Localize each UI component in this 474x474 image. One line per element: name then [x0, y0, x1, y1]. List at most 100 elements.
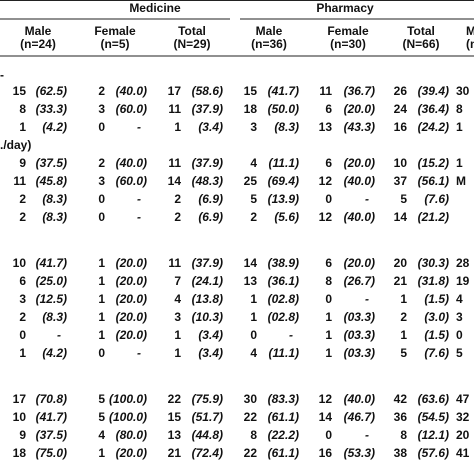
cell-count: 1: [98, 256, 105, 270]
cell-count: 22: [244, 410, 258, 424]
group-header: Pharmacy: [316, 1, 374, 15]
cell-percent: (1.5): [424, 328, 449, 342]
cell-percent: (37.9): [192, 102, 223, 116]
cell-count: 1: [174, 120, 181, 134]
cell-count: 37: [394, 174, 408, 188]
cell-percent: -: [137, 210, 141, 224]
column-header: Male: [256, 24, 283, 38]
cell-count: 11: [168, 256, 181, 270]
cell-percent: (20.0): [116, 328, 147, 342]
cell-percent: (33.3): [36, 102, 67, 116]
cell-count: 1: [400, 328, 407, 342]
column-header: Female: [327, 24, 369, 38]
cell-percent: (4.2): [42, 120, 67, 134]
column-header: (n: [466, 37, 474, 51]
cell-percent: (40.0): [344, 392, 375, 406]
cell-percent: (03.3): [344, 310, 375, 324]
cell-percent: (3.4): [198, 120, 223, 134]
cell-count: 2: [19, 310, 26, 324]
cell-percent: (20.0): [344, 256, 375, 270]
cell-count: 14: [319, 410, 333, 424]
cell-count: 18: [244, 102, 258, 116]
cell-count: 1: [19, 346, 26, 360]
cell-count: 16: [394, 120, 408, 134]
cell-percent: -: [137, 192, 141, 206]
cell-percent: (100.0): [109, 410, 147, 424]
cell-percent: (03.3): [344, 328, 375, 342]
cell-percent: (3.4): [198, 346, 223, 360]
cell-percent: -: [137, 346, 141, 360]
cell-count: 8: [250, 428, 257, 442]
cell-count: 38: [394, 446, 408, 460]
cell-count: 1: [250, 292, 257, 306]
cell-percent: (40.0): [116, 84, 147, 98]
cell-count: 21: [168, 446, 182, 460]
cell-percent: -: [289, 328, 293, 342]
cell-percent: (37.5): [36, 156, 67, 170]
cell-percent: -: [365, 428, 369, 442]
cell-percent: (6.9): [198, 210, 223, 224]
cell-count: 1: [400, 292, 407, 306]
cell-count: 4: [456, 292, 463, 306]
cell-count: 32: [456, 410, 470, 424]
cell-count: 1: [325, 310, 332, 324]
cell-count: 13: [319, 120, 333, 134]
cell-percent: (21.2): [418, 210, 449, 224]
cell-percent: (37.9): [192, 256, 223, 270]
cell-count: 4: [250, 346, 257, 360]
cell-count: 19: [456, 274, 470, 288]
cell-count: 36: [394, 410, 408, 424]
cell-count: 0: [98, 210, 105, 224]
cell-percent: (36.7): [344, 84, 375, 98]
cell-count: 30: [456, 84, 470, 98]
cell-count: 10: [13, 256, 27, 270]
cell-percent: (60.0): [116, 174, 147, 188]
cell-percent: (41.7): [268, 84, 299, 98]
column-header: (N=29): [173, 37, 210, 51]
cell-count: 10: [13, 410, 27, 424]
cell-count: 13: [168, 428, 182, 442]
cell-percent: (40.0): [116, 156, 147, 170]
cell-percent: (40.0): [344, 174, 375, 188]
cell-count: 11: [168, 156, 181, 170]
cell-count: 5: [98, 392, 105, 406]
column-header: (N=66): [402, 37, 439, 51]
cell-count: 15: [168, 410, 182, 424]
cell-count: 2: [400, 310, 407, 324]
cell-count: 8: [19, 102, 26, 116]
cell-percent: (8.3): [42, 192, 67, 206]
cell-count: M: [456, 174, 466, 188]
column-header: Male: [25, 24, 52, 38]
cell-count: 2: [250, 210, 257, 224]
cell-percent: (20.0): [116, 292, 147, 306]
cell-count: 1: [98, 310, 105, 324]
cell-count: 20: [456, 428, 470, 442]
cell-percent: (7.6): [424, 192, 449, 206]
cell-percent: (4.2): [42, 346, 67, 360]
cell-count: 1: [174, 328, 181, 342]
cell-count: 15: [244, 84, 258, 98]
cell-count: 3: [98, 102, 105, 116]
cell-percent: (30.3): [418, 256, 449, 270]
cell-percent: (80.0): [116, 428, 147, 442]
cell-count: 47: [456, 392, 470, 406]
cell-percent: (51.7): [192, 410, 223, 424]
cell-count: 1: [98, 446, 105, 460]
cell-count: 1: [456, 156, 463, 170]
cell-count: 8: [325, 274, 332, 288]
cell-percent: (24.2): [418, 120, 449, 134]
cell-percent: (60.0): [116, 102, 147, 116]
cell-percent: (39.4): [418, 84, 449, 98]
cell-percent: (6.9): [198, 192, 223, 206]
cell-percent: (12.5): [36, 292, 67, 306]
cell-count: 2: [19, 210, 26, 224]
cell-percent: (37.5): [36, 428, 67, 442]
cell-count: 16: [319, 446, 333, 460]
cell-count: 2: [19, 192, 26, 206]
cell-percent: -: [137, 120, 141, 134]
cell-percent: (36.1): [268, 274, 299, 288]
cell-count: 1: [98, 274, 105, 288]
cell-percent: (56.1): [418, 174, 449, 188]
row-label: ./day): [0, 138, 31, 152]
